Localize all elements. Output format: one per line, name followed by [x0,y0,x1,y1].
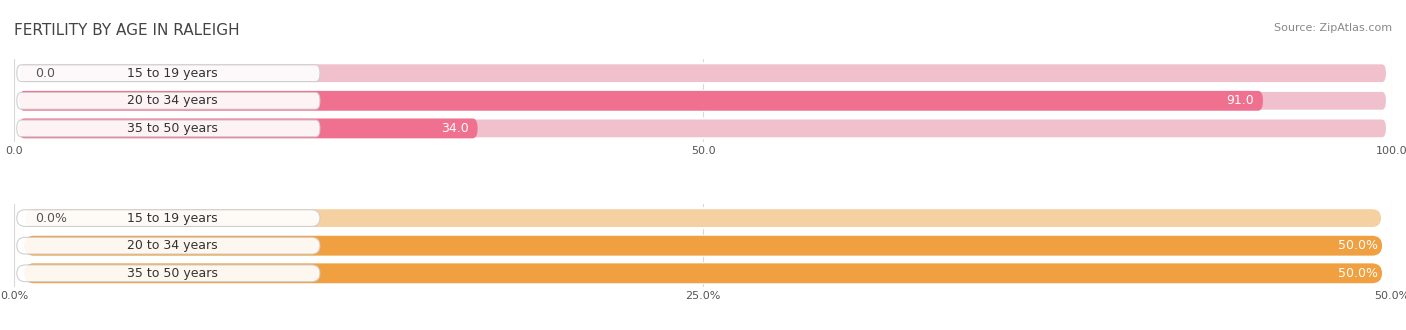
FancyBboxPatch shape [17,237,321,254]
Text: 50.0%: 50.0% [1339,239,1378,252]
FancyBboxPatch shape [24,236,1382,256]
Text: 91.0: 91.0 [1226,94,1254,107]
FancyBboxPatch shape [20,91,1263,111]
FancyBboxPatch shape [24,208,1382,228]
FancyBboxPatch shape [20,91,1386,111]
FancyBboxPatch shape [24,236,1382,256]
Text: 15 to 19 years: 15 to 19 years [127,212,218,225]
FancyBboxPatch shape [24,263,1382,283]
FancyBboxPatch shape [17,265,321,281]
Text: 35 to 50 years: 35 to 50 years [127,122,218,135]
FancyBboxPatch shape [24,263,1382,283]
FancyBboxPatch shape [20,118,1386,138]
Text: FERTILITY BY AGE IN RALEIGH: FERTILITY BY AGE IN RALEIGH [14,23,239,38]
Text: 15 to 19 years: 15 to 19 years [127,67,218,80]
Text: 0.0%: 0.0% [35,212,66,225]
FancyBboxPatch shape [20,118,478,138]
Text: 0.0: 0.0 [35,67,55,80]
FancyBboxPatch shape [17,210,321,226]
FancyBboxPatch shape [17,92,321,109]
Text: 34.0: 34.0 [441,122,468,135]
Text: 20 to 34 years: 20 to 34 years [127,239,218,252]
Text: 50.0%: 50.0% [1339,267,1378,280]
FancyBboxPatch shape [17,65,321,82]
Text: Source: ZipAtlas.com: Source: ZipAtlas.com [1274,23,1392,33]
Text: 20 to 34 years: 20 to 34 years [127,94,218,107]
FancyBboxPatch shape [20,63,1386,83]
FancyBboxPatch shape [17,120,321,137]
Text: 35 to 50 years: 35 to 50 years [127,267,218,280]
